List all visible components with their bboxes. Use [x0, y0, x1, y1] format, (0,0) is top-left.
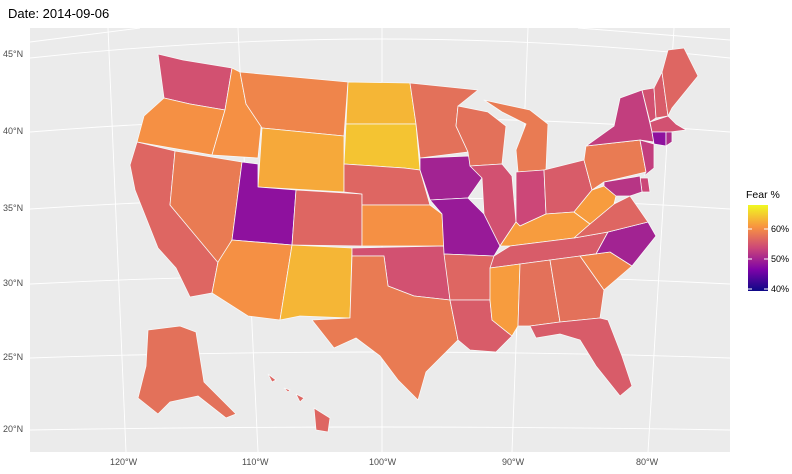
lat-label-25: 25°N	[3, 352, 23, 362]
lon-label-80: 80°W	[636, 457, 659, 467]
lat-label-30: 30°N	[3, 278, 23, 288]
state-SD[interactable]	[343, 123, 421, 171]
lon-label-120: 120°W	[110, 457, 138, 467]
state-NM[interactable]	[279, 244, 353, 321]
state-MD[interactable]	[603, 175, 643, 197]
legend-title: Fear %	[746, 189, 780, 201]
state-WY[interactable]	[257, 127, 345, 193]
lon-label-110: 110°W	[242, 457, 269, 467]
state-CO[interactable]	[291, 189, 363, 247]
longitude-labels: 120°W 110°W 100°W 90°W 80°W	[110, 457, 659, 467]
lon-label-90: 90°W	[502, 457, 525, 467]
state-TX[interactable]	[311, 255, 459, 401]
state-NJ[interactable]	[639, 139, 655, 177]
lat-label-35: 35°N	[3, 203, 23, 213]
legend-colorbar	[748, 205, 768, 291]
state-FL[interactable]	[529, 317, 633, 397]
lat-label-40: 40°N	[3, 126, 23, 136]
state-MO[interactable]	[429, 197, 501, 257]
legend: Fear % 60% 50% 40%	[746, 189, 789, 294]
state-ND[interactable]	[345, 81, 417, 125]
legend-label-40: 40%	[771, 284, 789, 294]
state-AR[interactable]	[443, 253, 495, 301]
lat-label-20: 20°N	[3, 424, 23, 434]
states-layer	[129, 47, 699, 433]
state-RI[interactable]	[665, 131, 673, 147]
latitude-labels: 45°N 40°N 35°N 30°N 25°N 20°N	[3, 49, 23, 434]
state-HI[interactable]	[267, 373, 331, 433]
legend-label-60: 60%	[771, 224, 789, 234]
lat-label-45: 45°N	[3, 49, 23, 59]
state-KS[interactable]	[361, 204, 445, 247]
state-GA[interactable]	[549, 255, 605, 323]
legend-label-50: 50%	[771, 254, 789, 264]
state-AK[interactable]	[137, 325, 237, 419]
map-title: Date: 2014-09-06	[8, 6, 110, 21]
lon-label-100: 100°W	[369, 457, 397, 467]
